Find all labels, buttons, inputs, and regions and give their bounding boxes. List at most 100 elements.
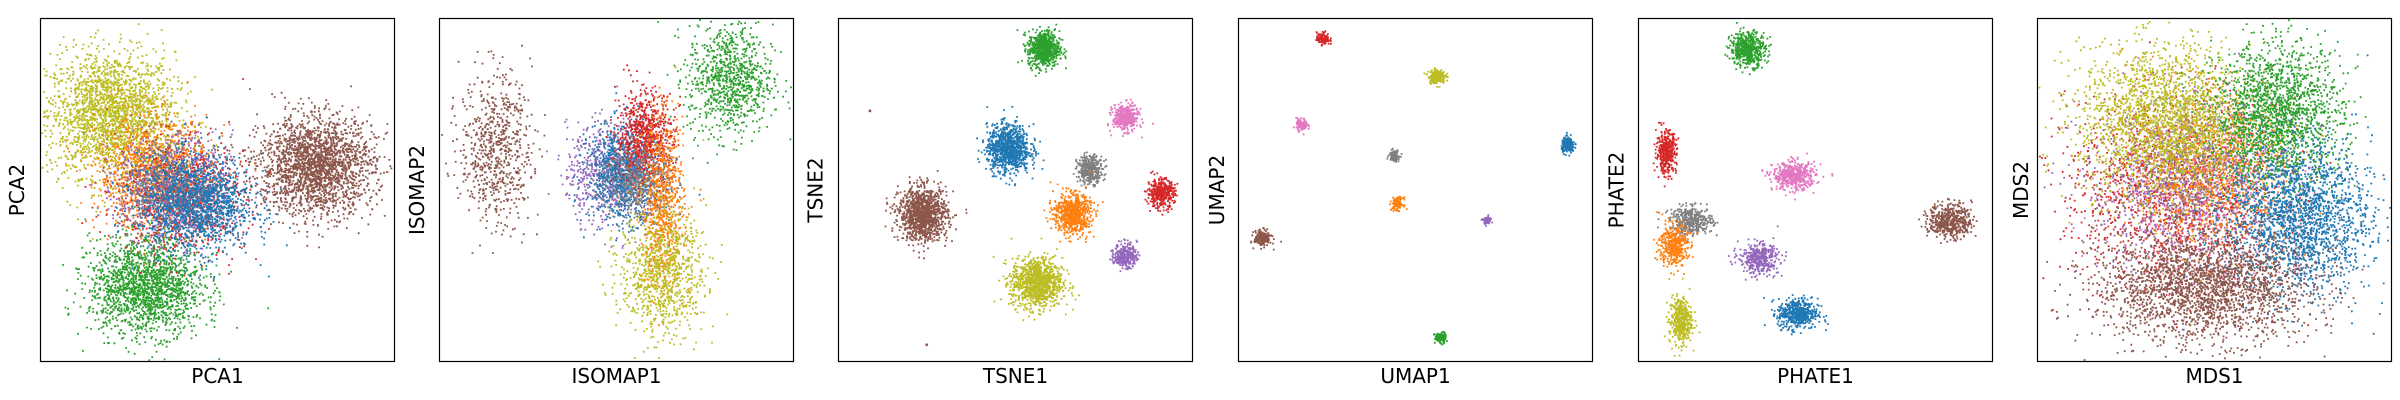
x-axis-label-umap: UMAP1 xyxy=(1380,364,1451,388)
cluster-5 xyxy=(884,170,968,260)
points-layer xyxy=(868,23,1179,347)
scatter-tsne xyxy=(837,17,1194,363)
cluster-8 xyxy=(1433,330,1448,346)
cluster-8 xyxy=(2046,186,2381,361)
cluster-2 xyxy=(1292,116,1311,136)
cluster-3 xyxy=(1072,151,1108,189)
scatter-pca xyxy=(39,17,396,363)
cluster-1 xyxy=(976,105,1045,187)
cluster-0 xyxy=(1724,22,1772,76)
cluster-6 xyxy=(1918,197,1978,244)
cluster-1 xyxy=(1423,67,1449,88)
cluster-0 xyxy=(1016,23,1068,77)
cluster-4 xyxy=(1653,211,1698,276)
plot-frame xyxy=(438,17,795,363)
cluster-points xyxy=(2088,73,2282,252)
cluster-6 xyxy=(585,116,694,243)
cluster-0 xyxy=(441,44,546,254)
scatter-isomap xyxy=(438,17,795,363)
cluster-points xyxy=(2038,21,2349,241)
cluster-points xyxy=(1043,170,1104,243)
cluster-8 xyxy=(992,237,1080,322)
cluster-points xyxy=(1663,277,1701,357)
x-axis-label-phate: PHATE1 xyxy=(1777,364,1854,388)
points-layer xyxy=(41,23,393,362)
x-axis-label-pca: PCA1 xyxy=(191,364,244,388)
panel-pca xyxy=(39,17,396,363)
cluster-7 xyxy=(1763,294,1829,336)
plot-frame xyxy=(1637,17,1994,363)
cluster-points xyxy=(585,116,694,243)
y-axis-label-umap: UMAP2 xyxy=(1205,154,1230,226)
cluster-points xyxy=(111,116,319,280)
cluster-5 xyxy=(1727,225,1788,281)
points-layer xyxy=(1250,30,1577,346)
cluster-points xyxy=(597,139,729,359)
cluster-4 xyxy=(1143,170,1179,216)
cluster-points xyxy=(1727,225,1788,281)
cluster-4 xyxy=(1386,147,1403,163)
cluster-points xyxy=(1143,170,1179,216)
cluster-6 xyxy=(1480,214,1494,227)
cluster-points xyxy=(1763,294,1829,336)
y-axis-label-isomap: ISOMAP2 xyxy=(405,144,430,236)
panel-phate xyxy=(1637,17,1994,363)
plot-frame xyxy=(2036,17,2393,363)
cluster-2 xyxy=(1107,98,1154,139)
panel-mds xyxy=(2036,17,2393,363)
cluster-4 xyxy=(2088,73,2282,252)
cluster-points xyxy=(628,66,702,327)
scatter-umap xyxy=(1237,17,1594,363)
x-axis-label-isomap: ISOMAP1 xyxy=(571,364,662,388)
cluster-points xyxy=(441,44,546,254)
cluster-points xyxy=(82,116,240,257)
cluster-points xyxy=(1016,23,1068,77)
points-layer xyxy=(2038,19,2391,361)
cluster-points xyxy=(1724,22,1772,76)
cluster-5 xyxy=(82,116,240,257)
cluster-7 xyxy=(2178,54,2391,333)
plot-frame xyxy=(1237,17,1594,363)
cluster-points xyxy=(90,118,262,262)
cluster-4 xyxy=(605,64,681,221)
cluster-points xyxy=(1423,67,1449,88)
cluster-points xyxy=(1761,152,1834,201)
plot-frame xyxy=(837,17,1194,363)
cluster-6 xyxy=(2177,19,2367,232)
cluster-points xyxy=(1480,214,1494,227)
cluster-points xyxy=(976,105,1045,187)
cluster-points xyxy=(2177,19,2367,232)
cluster-2 xyxy=(1761,152,1834,201)
scatter-mds xyxy=(2036,17,2393,363)
cluster-points xyxy=(2178,54,2391,333)
cluster-points xyxy=(1315,30,1332,47)
y-axis-label-phate: PHATE2 xyxy=(1604,151,1629,229)
cluster-0 xyxy=(1315,30,1332,47)
plot-frame xyxy=(39,17,396,363)
cluster-points xyxy=(1653,211,1698,276)
cluster-points xyxy=(2091,47,2345,282)
points-layer xyxy=(1652,22,1978,357)
cluster-7 xyxy=(227,85,393,249)
cluster-points xyxy=(657,19,792,164)
cluster-points xyxy=(227,85,393,249)
cluster-7 xyxy=(597,139,729,359)
outlier-point xyxy=(925,343,929,347)
cluster-3 xyxy=(1560,131,1577,157)
cluster-points xyxy=(1560,131,1577,157)
cluster-3 xyxy=(2091,47,2345,282)
y-axis-label-mds: MDS2 xyxy=(2009,160,2034,220)
cluster-5 xyxy=(628,66,702,327)
cluster-5 xyxy=(2038,21,2349,241)
cluster-points xyxy=(605,64,681,221)
cluster-points xyxy=(1109,238,1141,273)
cluster-points xyxy=(1388,195,1408,212)
cluster-points xyxy=(2046,186,2381,361)
cluster-points xyxy=(1652,121,1680,188)
cluster-7 xyxy=(1250,226,1282,251)
outlier-point xyxy=(868,109,872,113)
cluster-8 xyxy=(1663,277,1701,357)
cluster-4 xyxy=(90,118,262,262)
cluster-points xyxy=(1107,98,1154,139)
cluster-points xyxy=(1918,197,1978,244)
